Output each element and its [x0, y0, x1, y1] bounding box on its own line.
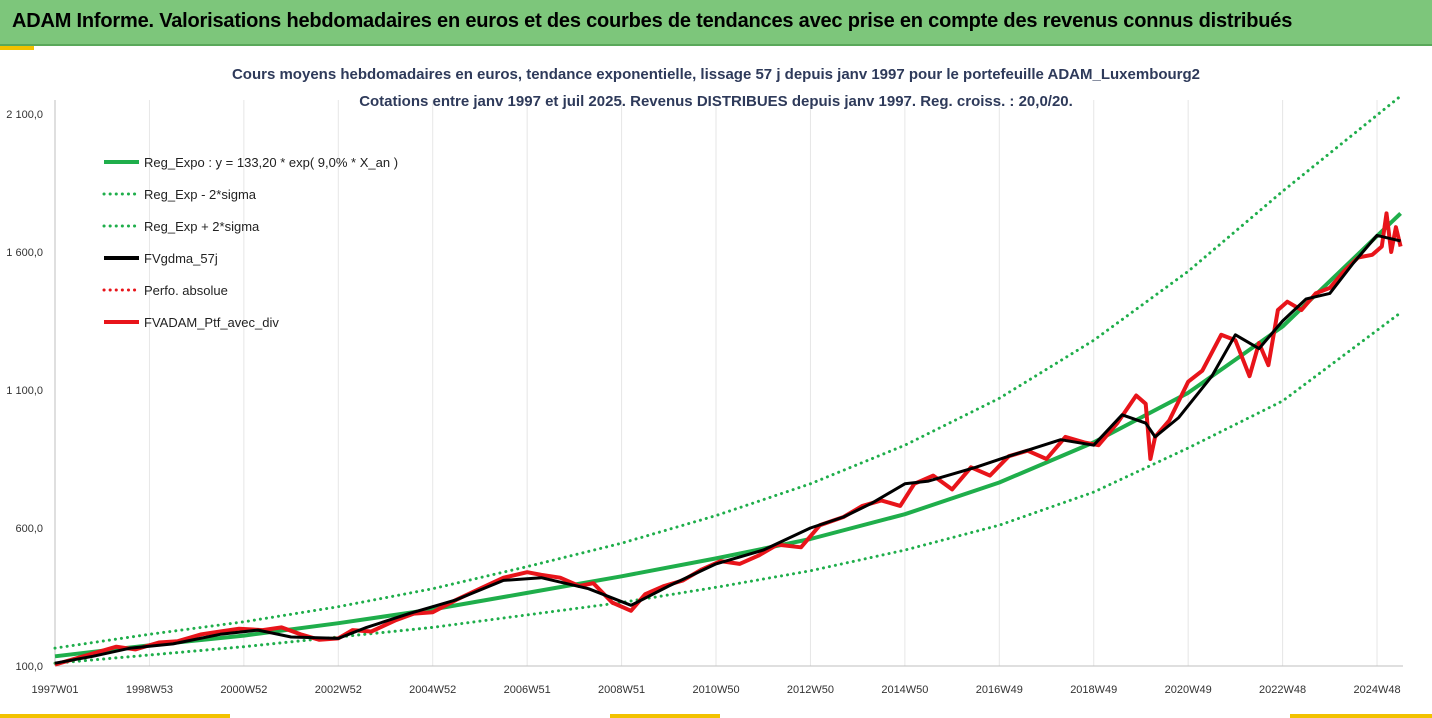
x-tick-label: 2008W51 — [598, 684, 645, 696]
x-tick-label: 2014W50 — [881, 684, 928, 696]
legend-label: Reg_Exp - 2*sigma — [144, 187, 257, 202]
y-tick-label: 1 600,0 — [6, 247, 43, 259]
legend-label: Reg_Expo : y = 133,20 * exp( 9,0% * X_an… — [144, 155, 398, 170]
legend-label: Reg_Exp + 2*sigma — [144, 219, 260, 234]
y-tick-label: 100,0 — [15, 661, 43, 673]
x-tick-label: 1998W53 — [126, 684, 173, 696]
header-banner: ADAM Informe. Valorisations hebdomadaire… — [0, 0, 1432, 46]
x-tick-label: 2010W50 — [692, 684, 739, 696]
chart-subtitle: Cotations entre janv 1997 et juil 2025. … — [359, 93, 1073, 110]
chart-title: Cours moyens hebdomadaires en euros, ten… — [231, 66, 1201, 83]
y-tick-label: 1 100,0 — [6, 385, 43, 397]
accent-bar-bottom-right — [1290, 714, 1432, 718]
x-tick-label: 2000W52 — [220, 684, 267, 696]
x-tick-label: 1997W01 — [31, 684, 78, 696]
series-line — [53, 311, 1403, 665]
x-tick-label: 2006W51 — [504, 684, 551, 696]
x-tick-label: 2002W52 — [315, 684, 362, 696]
accent-bar-left — [0, 46, 34, 50]
legend-label: FVADAM_Ptf_avec_div — [144, 315, 279, 330]
y-tick-label: 2 100,0 — [6, 109, 43, 121]
page-title: ADAM Informe. Valorisations hebdomadaire… — [12, 10, 1293, 32]
legend-label: FVgdma_57j — [144, 251, 218, 266]
accent-bar-bottom-mid — [610, 714, 720, 718]
x-tick-label: 2020W49 — [1165, 684, 1212, 696]
accent-bar-bottom-left — [0, 714, 230, 718]
x-tick-label: 2012W50 — [787, 684, 834, 696]
x-tick-label: 2018W49 — [1070, 684, 1117, 696]
x-tick-label: 2004W52 — [409, 684, 456, 696]
series-line — [54, 211, 1403, 667]
y-tick-label: 600,0 — [15, 523, 43, 535]
x-tick-label: 2016W49 — [976, 684, 1023, 696]
series-line — [54, 211, 1402, 659]
series-line — [54, 233, 1401, 665]
x-tick-label: 2022W48 — [1259, 684, 1306, 696]
series-line — [53, 94, 1403, 650]
legend-label: Perfo. absolue — [144, 283, 228, 298]
x-tick-label: 2024W48 — [1353, 684, 1400, 696]
